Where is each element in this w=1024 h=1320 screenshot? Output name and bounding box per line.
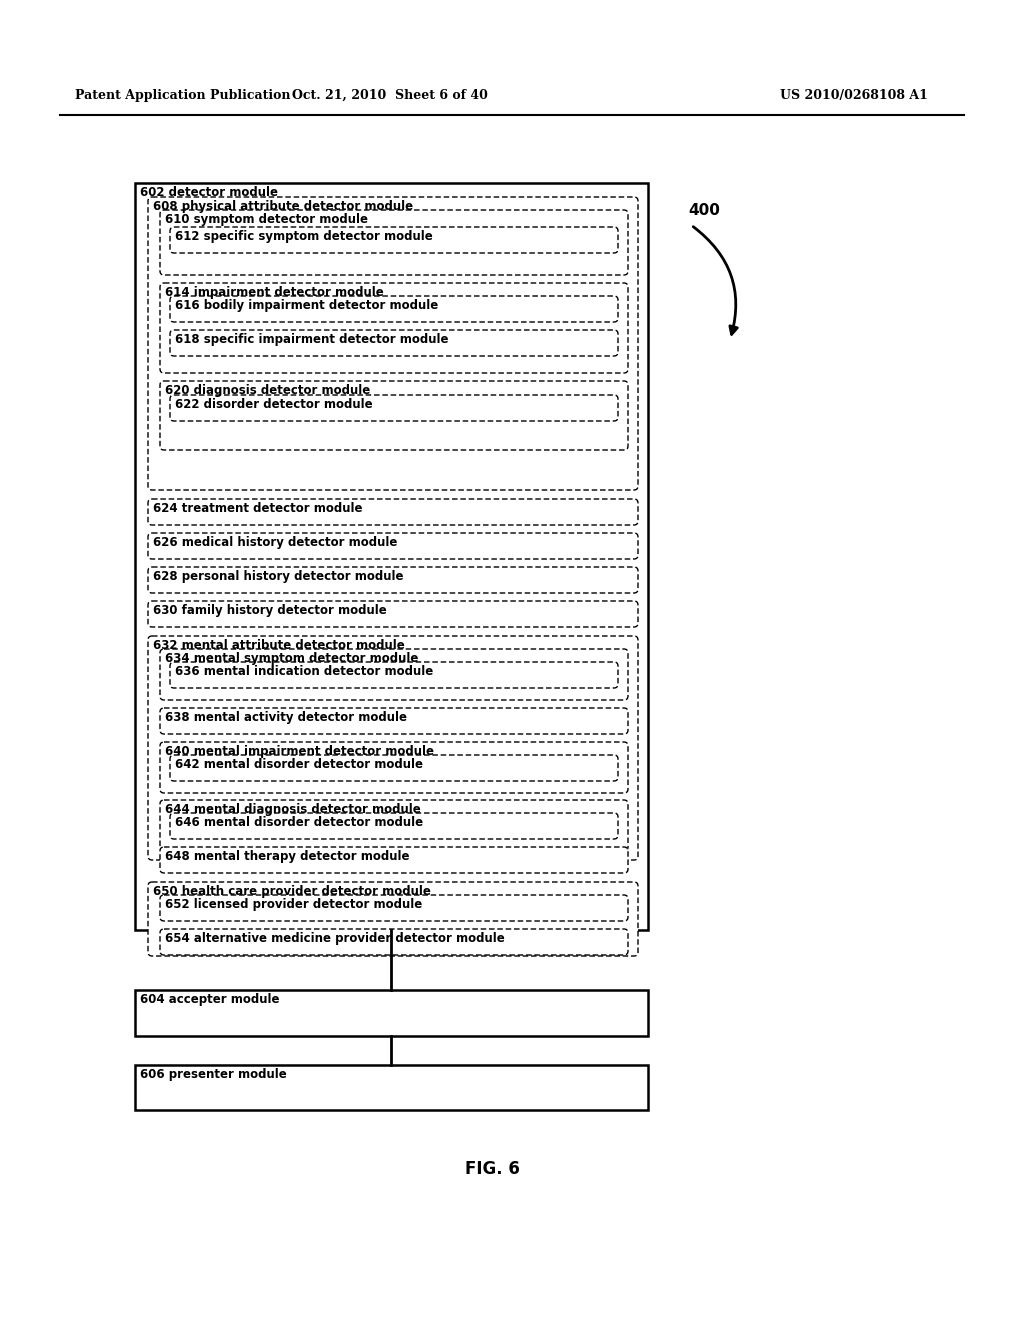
Text: Oct. 21, 2010  Sheet 6 of 40: Oct. 21, 2010 Sheet 6 of 40: [292, 88, 488, 102]
Bar: [135, 1065, 648, 1110]
Text: 620 diagnosis detector module: 620 diagnosis detector module: [165, 384, 371, 397]
Text: 622 disorder detector module: 622 disorder detector module: [175, 399, 373, 411]
Bar: [135, 990, 648, 1036]
Text: 654 alternative medicine provider detector module: 654 alternative medicine provider detect…: [165, 932, 505, 945]
Text: FIG. 6: FIG. 6: [465, 1160, 519, 1177]
Text: 650 health care provider detector module: 650 health care provider detector module: [153, 884, 431, 898]
FancyBboxPatch shape: [148, 636, 638, 861]
Text: 630 family history detector module: 630 family history detector module: [153, 605, 387, 616]
FancyBboxPatch shape: [160, 929, 628, 954]
Text: Patent Application Publication: Patent Application Publication: [75, 88, 291, 102]
Text: 632 mental attribute detector module: 632 mental attribute detector module: [153, 639, 404, 652]
FancyBboxPatch shape: [170, 663, 618, 688]
FancyBboxPatch shape: [170, 395, 618, 421]
Text: 614 impairment detector module: 614 impairment detector module: [165, 286, 384, 300]
FancyBboxPatch shape: [170, 813, 618, 840]
Text: 646 mental disorder detector module: 646 mental disorder detector module: [175, 816, 423, 829]
Text: 624 treatment detector module: 624 treatment detector module: [153, 502, 362, 515]
FancyBboxPatch shape: [148, 499, 638, 525]
FancyBboxPatch shape: [148, 882, 638, 956]
FancyBboxPatch shape: [148, 533, 638, 558]
Text: 634 mental symptom detector module: 634 mental symptom detector module: [165, 652, 419, 665]
FancyBboxPatch shape: [170, 755, 618, 781]
Text: 606 presenter module: 606 presenter module: [140, 1068, 287, 1081]
Text: 610 symptom detector module: 610 symptom detector module: [165, 213, 368, 226]
Text: 612 specific symptom detector module: 612 specific symptom detector module: [175, 230, 433, 243]
FancyBboxPatch shape: [170, 227, 618, 253]
Text: US 2010/0268108 A1: US 2010/0268108 A1: [780, 88, 928, 102]
Text: 602 detector module: 602 detector module: [140, 186, 278, 199]
Text: 400: 400: [688, 203, 720, 218]
Bar: [135, 183, 648, 931]
Text: 644 mental diagnosis detector module: 644 mental diagnosis detector module: [165, 803, 421, 816]
FancyBboxPatch shape: [160, 649, 628, 700]
FancyBboxPatch shape: [160, 210, 628, 275]
FancyBboxPatch shape: [148, 197, 638, 490]
FancyBboxPatch shape: [160, 800, 628, 851]
Text: 616 bodily impairment detector module: 616 bodily impairment detector module: [175, 300, 438, 312]
FancyBboxPatch shape: [160, 381, 628, 450]
FancyBboxPatch shape: [160, 282, 628, 374]
FancyBboxPatch shape: [160, 708, 628, 734]
FancyBboxPatch shape: [170, 330, 618, 356]
Text: 604 accepter module: 604 accepter module: [140, 993, 280, 1006]
Text: 608 physical attribute detector module: 608 physical attribute detector module: [153, 201, 413, 213]
Text: 638 mental activity detector module: 638 mental activity detector module: [165, 711, 407, 723]
FancyBboxPatch shape: [160, 895, 628, 921]
FancyBboxPatch shape: [160, 742, 628, 793]
FancyBboxPatch shape: [148, 601, 638, 627]
Text: 642 mental disorder detector module: 642 mental disorder detector module: [175, 758, 423, 771]
Text: 628 personal history detector module: 628 personal history detector module: [153, 570, 403, 583]
Text: 636 mental indication detector module: 636 mental indication detector module: [175, 665, 433, 678]
FancyBboxPatch shape: [160, 847, 628, 873]
Text: 648 mental therapy detector module: 648 mental therapy detector module: [165, 850, 410, 863]
Text: 626 medical history detector module: 626 medical history detector module: [153, 536, 397, 549]
FancyBboxPatch shape: [170, 296, 618, 322]
FancyBboxPatch shape: [148, 568, 638, 593]
Text: 618 specific impairment detector module: 618 specific impairment detector module: [175, 333, 449, 346]
Text: 640 mental impairment detector module: 640 mental impairment detector module: [165, 744, 434, 758]
Text: 652 licensed provider detector module: 652 licensed provider detector module: [165, 898, 422, 911]
